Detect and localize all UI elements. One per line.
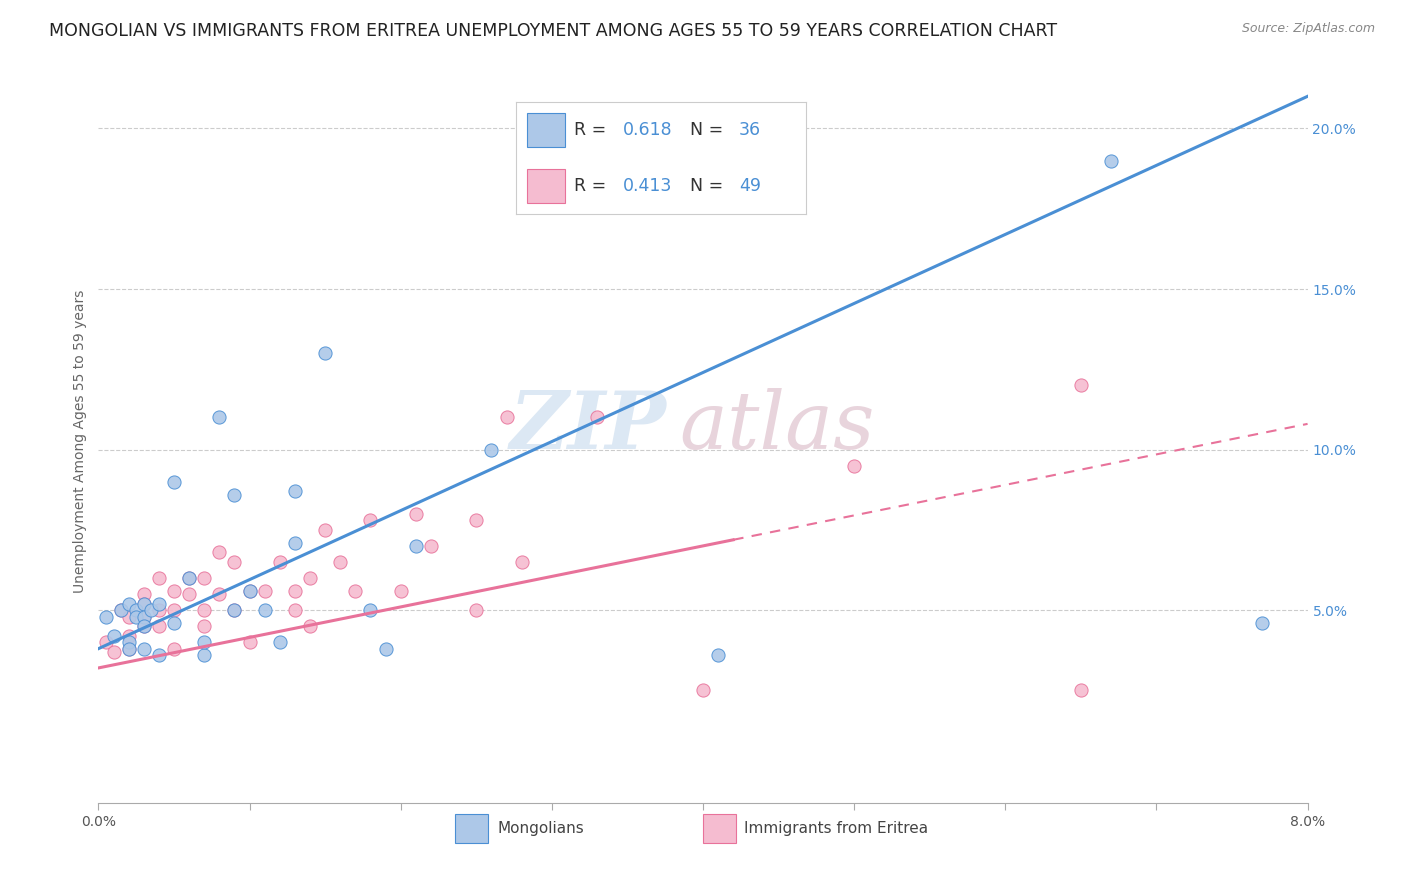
- Point: [125, 603, 148, 617]
- Point: [125, 609, 148, 624]
- Point: [179, 587, 201, 601]
- Y-axis label: Unemployment Among Ages 55 to 59 years: Unemployment Among Ages 55 to 59 years: [73, 290, 87, 593]
- Point: [118, 641, 141, 656]
- Point: [314, 523, 336, 537]
- Point: [374, 641, 396, 656]
- Point: [163, 615, 186, 630]
- Point: [329, 555, 352, 569]
- Point: [1251, 615, 1274, 630]
- Point: [405, 539, 427, 553]
- Point: [420, 539, 443, 553]
- Point: [148, 603, 170, 617]
- Point: [163, 583, 186, 598]
- Point: [1099, 153, 1122, 168]
- Point: [118, 597, 141, 611]
- Point: [132, 619, 155, 633]
- Point: [132, 609, 155, 624]
- Point: [344, 583, 367, 598]
- Point: [118, 641, 141, 656]
- Text: Mongolians: Mongolians: [498, 821, 583, 836]
- Text: ZIP: ZIP: [510, 388, 666, 466]
- Point: [193, 603, 215, 617]
- Point: [208, 545, 231, 559]
- Point: [193, 648, 215, 662]
- Text: Immigrants from Eritrea: Immigrants from Eritrea: [744, 821, 928, 836]
- Point: [510, 555, 533, 569]
- Point: [148, 597, 170, 611]
- Point: [179, 571, 201, 585]
- Point: [405, 507, 427, 521]
- Point: [224, 487, 246, 501]
- Point: [253, 583, 276, 598]
- Point: [132, 587, 155, 601]
- Point: [132, 609, 155, 624]
- Point: [269, 635, 291, 649]
- Point: [94, 609, 117, 624]
- Point: [118, 635, 141, 649]
- Point: [193, 635, 215, 649]
- Point: [148, 648, 170, 662]
- Point: [360, 603, 382, 617]
- Point: [118, 629, 141, 643]
- Point: [284, 583, 307, 598]
- Point: [844, 458, 866, 473]
- Point: [132, 641, 155, 656]
- Point: [208, 410, 231, 425]
- Point: [179, 571, 201, 585]
- Point: [94, 635, 117, 649]
- Point: [495, 410, 517, 425]
- Point: [132, 619, 155, 633]
- Point: [148, 619, 170, 633]
- Point: [193, 619, 215, 633]
- Point: [314, 346, 336, 360]
- Point: [118, 609, 141, 624]
- Text: atlas: atlas: [679, 388, 875, 466]
- Point: [239, 635, 262, 649]
- Point: [389, 583, 412, 598]
- Point: [481, 442, 503, 457]
- Point: [224, 555, 246, 569]
- Point: [465, 513, 488, 527]
- Point: [132, 597, 155, 611]
- Point: [1070, 378, 1092, 392]
- Point: [224, 603, 246, 617]
- Point: [465, 603, 488, 617]
- Point: [141, 603, 163, 617]
- Point: [110, 603, 132, 617]
- Point: [269, 555, 291, 569]
- Point: [707, 648, 730, 662]
- FancyBboxPatch shape: [456, 814, 488, 843]
- Point: [163, 475, 186, 489]
- Point: [148, 571, 170, 585]
- Point: [1070, 683, 1092, 698]
- Point: [360, 513, 382, 527]
- Point: [299, 571, 322, 585]
- Point: [163, 641, 186, 656]
- Point: [253, 603, 276, 617]
- Point: [284, 603, 307, 617]
- Point: [224, 603, 246, 617]
- Point: [163, 603, 186, 617]
- Text: Source: ZipAtlas.com: Source: ZipAtlas.com: [1241, 22, 1375, 36]
- Point: [284, 484, 307, 499]
- Point: [103, 645, 125, 659]
- Point: [299, 619, 322, 633]
- Point: [692, 683, 714, 698]
- Text: MONGOLIAN VS IMMIGRANTS FROM ERITREA UNEMPLOYMENT AMONG AGES 55 TO 59 YEARS CORR: MONGOLIAN VS IMMIGRANTS FROM ERITREA UNE…: [49, 22, 1057, 40]
- Point: [110, 603, 132, 617]
- Point: [208, 587, 231, 601]
- Point: [586, 410, 609, 425]
- Point: [132, 597, 155, 611]
- Point: [103, 629, 125, 643]
- Point: [284, 535, 307, 549]
- FancyBboxPatch shape: [703, 814, 735, 843]
- Point: [193, 571, 215, 585]
- Point: [239, 583, 262, 598]
- Point: [239, 583, 262, 598]
